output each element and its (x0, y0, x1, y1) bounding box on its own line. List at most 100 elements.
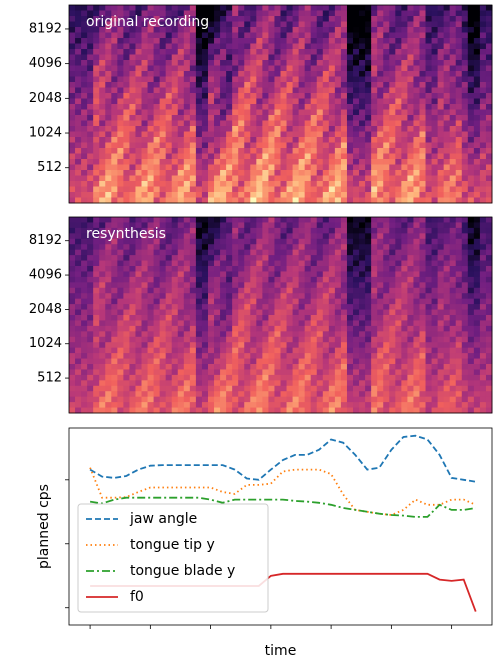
spectrogram-cell (456, 71, 463, 77)
spectrogram-cell (81, 71, 88, 77)
spectrogram-cell (438, 60, 445, 66)
spectrogram-cell (268, 315, 275, 321)
spectrogram-cell (401, 348, 408, 354)
spectrogram-cell (166, 348, 173, 354)
spectrogram-cell (117, 126, 124, 132)
spectrogram-cell (365, 88, 372, 94)
spectrogram-cell (389, 82, 396, 88)
spectrogram-cell (250, 288, 257, 294)
spectrogram-cell (395, 44, 402, 50)
spectrogram-cell (359, 288, 366, 294)
spectrogram-cell (426, 359, 433, 365)
spectrogram-cell (238, 22, 245, 28)
spectrogram-cell (311, 165, 318, 171)
spectrogram-cell (468, 143, 475, 149)
spectrogram-cell (166, 255, 173, 261)
spectrogram-cell (287, 126, 294, 132)
spectrogram-cell (196, 148, 203, 154)
spectrogram-cell (323, 337, 330, 343)
spectrogram-cell (371, 154, 378, 160)
spectrogram-cell (184, 104, 191, 110)
spectrogram-cell (268, 44, 275, 50)
spectrogram-cell (69, 255, 76, 261)
spectrogram-cell (438, 187, 445, 193)
spectrogram-cell (232, 170, 239, 176)
spectrogram-cell (426, 187, 433, 193)
spectrogram-cell (184, 110, 191, 116)
spectrogram-cell (111, 353, 118, 359)
spectrogram-cell (154, 266, 161, 272)
spectrogram-cell (87, 271, 94, 277)
spectrogram-cell (401, 315, 408, 321)
spectrogram-cell (474, 44, 481, 50)
spectrogram-cell (274, 60, 281, 66)
spectrogram-cell (293, 271, 300, 277)
spectrogram-cell (172, 337, 179, 343)
spectrogram-cell (81, 217, 88, 223)
spectrogram-cell (117, 115, 124, 121)
spectrogram-cell (154, 60, 161, 66)
spectrogram-cell (123, 315, 130, 321)
spectrogram-cell (287, 315, 294, 321)
spectrogram-cell (359, 337, 366, 343)
spectrogram-cell (81, 250, 88, 256)
spectrogram-cell (474, 137, 481, 143)
spectrogram-cell (190, 402, 197, 408)
spectrogram-cell (129, 148, 136, 154)
spectrogram-cell (123, 364, 130, 370)
spectrogram-cell (329, 77, 336, 83)
spectrogram-cell (166, 331, 173, 337)
spectrogram-cell (419, 44, 426, 50)
spectrogram-cell (232, 359, 239, 365)
spectrogram-cell (432, 397, 439, 403)
spectrogram-cell (220, 99, 227, 105)
spectrogram-cell (105, 288, 112, 294)
spectrogram-cell (407, 277, 414, 283)
spectrogram-cell (468, 348, 475, 354)
spectrogram-cell (401, 170, 408, 176)
spectrogram-cell (202, 49, 209, 55)
spectrogram-cell (287, 348, 294, 354)
spectrogram-cell (474, 187, 481, 193)
spectrogram-cell (444, 88, 451, 94)
spectrogram-cell (401, 364, 408, 370)
spectrogram-cell (305, 110, 312, 116)
spectrogram-cell (69, 126, 76, 132)
spectrogram-cell (365, 326, 372, 332)
spectrogram-cell (480, 110, 487, 116)
spectrogram-cell (190, 60, 197, 66)
spectrogram-cell (123, 44, 130, 50)
spectrogram-cell (256, 170, 263, 176)
spectrogram-cell (347, 99, 354, 105)
spectrogram-cell (438, 55, 445, 61)
spectrogram-cell (329, 288, 336, 294)
spectrogram-cell (166, 137, 173, 143)
spectrogram-cell (142, 326, 149, 332)
spectrogram-cell (444, 375, 451, 381)
spectrogram-cell (129, 176, 136, 182)
spectrogram-cell (419, 38, 426, 44)
spectrogram-cell (474, 391, 481, 397)
spectrogram-cell (329, 261, 336, 267)
spectrogram-cell (93, 176, 100, 182)
spectrogram-cell (413, 170, 420, 176)
spectrogram-cell (117, 353, 124, 359)
spectrogram-cell (438, 49, 445, 55)
spectrogram-cell (347, 192, 354, 198)
spectrogram-cell (329, 137, 336, 143)
spectrogram-cell (389, 293, 396, 299)
spectrogram-cell (250, 359, 257, 365)
spectrogram-cell (480, 132, 487, 138)
spectrogram-cell (353, 154, 360, 160)
spectrogram-cell (311, 154, 318, 160)
spectrogram-cell (238, 110, 245, 116)
spectrogram-cell (432, 165, 439, 171)
spectrogram-cell (311, 380, 318, 386)
spectrogram-cell (413, 121, 420, 127)
spectrogram-cell (456, 282, 463, 288)
spectrogram-cell (172, 170, 179, 176)
spectrogram-cell (395, 369, 402, 375)
spectrogram-cell (413, 33, 420, 39)
spectrogram-cell (184, 33, 191, 39)
spectrogram-cell (232, 181, 239, 187)
